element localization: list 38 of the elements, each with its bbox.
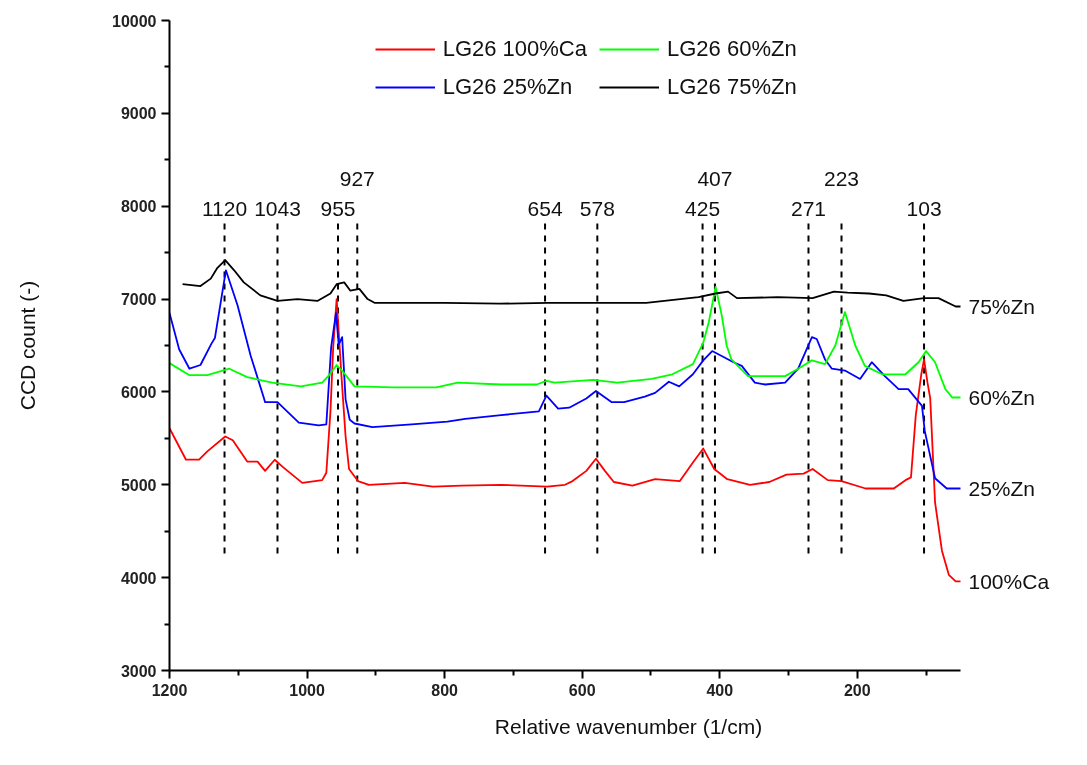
line-series	[169, 286, 962, 399]
x-tick-label: 1000	[289, 681, 325, 699]
x-tick-label: 1200	[151, 681, 188, 699]
y-tick-label: 10000	[112, 12, 157, 30]
legend-label: LG26 75%Zn	[666, 74, 797, 100]
x-tick-label: 200	[843, 681, 871, 699]
line-series	[169, 269, 962, 490]
y-tick-label: 9000	[120, 105, 157, 123]
line-series	[169, 298, 962, 583]
y-tick-label: 5000	[120, 476, 157, 494]
ref-line-label: 407	[697, 167, 733, 191]
y-tick-label: 6000	[120, 383, 157, 401]
legend-label: LG26 60%Zn	[666, 36, 797, 62]
x-tick-label: 800	[431, 681, 459, 699]
y-tick-label: 4000	[120, 569, 157, 587]
text: 60%Zn	[968, 386, 1036, 409]
ref-line-label: 955	[320, 196, 356, 220]
x-tick-label: 600	[568, 681, 596, 699]
legend-label: LG26 100%Ca	[442, 36, 587, 62]
ref-line-label: 927	[339, 167, 375, 191]
ref-line-label: 223	[823, 167, 860, 191]
ref-line-label: 1120	[201, 196, 248, 220]
legend-label: LG26 25%Zn	[442, 74, 573, 100]
ref-line-label: 425	[685, 196, 721, 220]
ref-line-label: 103	[906, 196, 942, 220]
y-axis-title: CCD count (-)	[16, 280, 40, 411]
ref-line-label: 578	[579, 196, 615, 220]
text: 25%Zn	[968, 477, 1036, 500]
y-tick-label: 3000	[120, 662, 157, 680]
text: 100%Ca	[968, 569, 1050, 593]
y-tick-label: 7000	[120, 291, 157, 309]
ref-line-label: 654	[527, 196, 563, 220]
ref-line-label: 271	[790, 196, 827, 220]
y-tick-label: 8000	[120, 198, 157, 216]
text: 75%Zn	[968, 295, 1036, 318]
x-axis-title: Relative wavenumber (1/cm)	[494, 714, 763, 738]
ref-line-label: 1043	[254, 196, 301, 220]
x-tick-label: 400	[706, 681, 734, 699]
